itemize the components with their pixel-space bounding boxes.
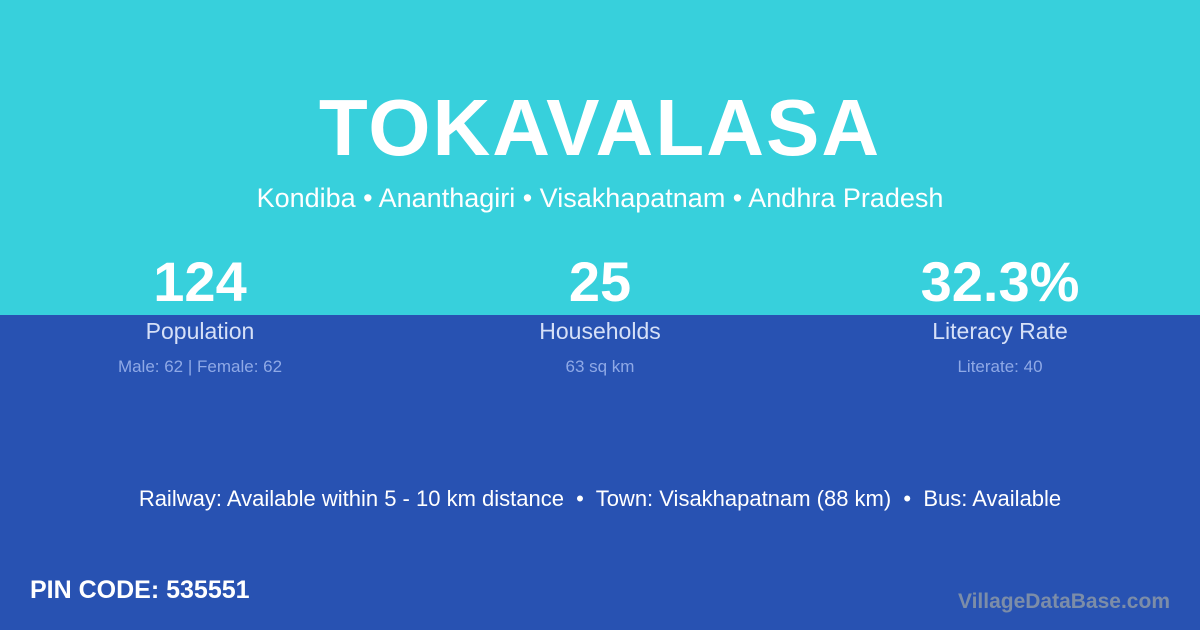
stat-label: Households (539, 318, 661, 344)
stat-detail: Literate: 40 (957, 357, 1043, 376)
stat-population: 124 Population Male: 62 | Female: 62 (0, 250, 400, 377)
stat-label: Population (145, 318, 255, 344)
stat-value: 25 (568, 250, 632, 313)
top-band (0, 0, 1200, 315)
connectivity-info: Railway: Available within 5 - 10 km dist… (138, 486, 1062, 511)
stat-detail: 63 sq km (565, 357, 635, 376)
location-breadcrumb: Kondiba • Ananthagiri • Visakhapatnam • … (256, 183, 944, 213)
stat-label: Literacy Rate (932, 318, 1068, 344)
stat-households: 25 Households 63 sq km (400, 250, 800, 377)
village-title: TOKAVALASA (318, 83, 882, 172)
stat-literacy: 32.3% Literacy Rate Literate: 40 (800, 250, 1200, 377)
pin-code: PIN CODE: 535551 (30, 576, 250, 604)
bottom-band (0, 315, 1200, 630)
stat-value: 124 (153, 250, 247, 313)
stat-value: 32.3% (920, 250, 1080, 313)
stat-detail: Male: 62 | Female: 62 (117, 357, 283, 376)
brand-watermark: VillageDataBase.com (957, 590, 1170, 613)
